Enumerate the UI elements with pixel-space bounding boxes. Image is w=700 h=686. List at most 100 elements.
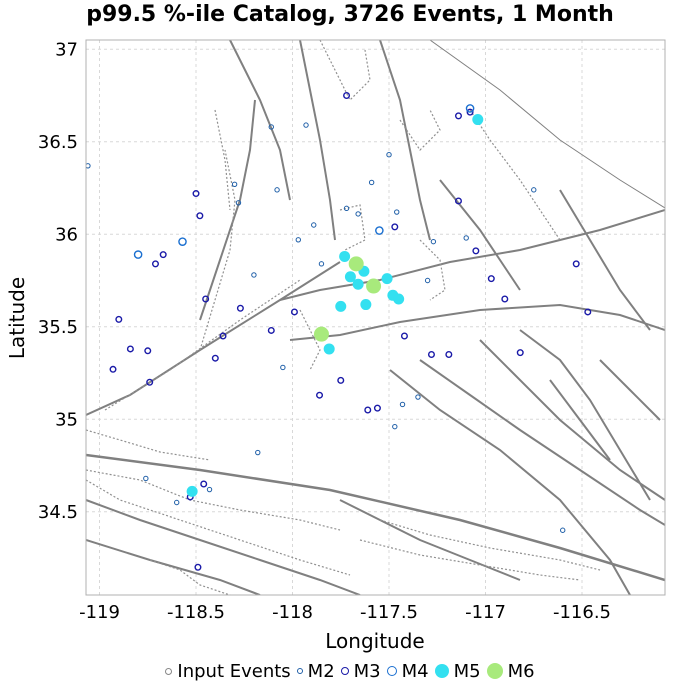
event-point-m5 [381,273,393,285]
event-point-m3 [445,351,453,359]
event-point-m3 [267,326,275,334]
event-point-m5 [393,293,405,305]
legend-item-m3: M3 [340,660,381,682]
event-point-m3 [516,349,524,357]
event-point-m6 [313,326,329,342]
event-point-m4 [375,226,384,235]
event-point-m3 [454,112,462,120]
event-point-m2 [268,124,274,130]
event-point-m2 [274,187,280,193]
event-point-m2 [174,499,180,506]
event-point-m3 [219,332,227,340]
x-tick-label: -118 [272,602,313,623]
legend-item-m4: M4 [386,660,429,682]
legend-item-m5: M5 [434,661,481,682]
event-point-m5 [344,271,356,283]
input-events-marker [165,667,173,675]
event-point-m2 [399,401,406,408]
event-point-m3 [454,197,462,205]
event-point-m3 [364,406,372,414]
legend-item-input-events: Input Events [165,660,291,682]
x-tick-label: -117 [465,602,506,623]
event-point-m3 [159,251,167,259]
legend-item-m6: M6 [486,661,535,682]
event-point-m5 [335,300,347,312]
event-point-m5 [360,299,372,311]
y-tick-label: 35.5 [38,317,78,338]
event-point-m2 [430,238,437,245]
event-point-m5 [352,278,364,290]
event-point-m2 [206,486,213,493]
event-point-m3 [572,260,580,268]
event-point-m2 [255,449,261,456]
x-tick-label: -117.5 [360,602,418,623]
x-axis-label: Longitude [325,629,424,653]
event-point-m3 [194,563,202,571]
event-point-m5 [472,114,484,126]
event-point-m2 [560,527,566,533]
event-point-m3 [236,304,244,312]
event-point-m3 [400,332,408,340]
x-tick-label: -116.5 [553,602,611,623]
event-point-m5 [323,343,335,355]
y-tick-labels: 34.5 35 35.5 36 36.5 37 [38,39,78,523]
event-point-m3 [337,376,345,384]
event-point-m2 [343,205,350,212]
event-point-m4 [178,237,187,246]
event-point-m2 [86,163,91,169]
x-tick-label: -118.5 [167,602,225,623]
event-point-m2 [463,235,469,241]
event-point-m2 [235,200,242,206]
m3-marker [340,667,349,675]
event-point-m3 [373,404,381,412]
event-point-m2 [295,237,301,243]
event-point-m3 [196,212,204,220]
y-tick-label: 35 [55,409,78,430]
event-point-m2 [303,122,309,128]
event-point-m2 [392,423,398,430]
event-point-m4 [465,104,475,113]
event-point-m2 [531,187,537,193]
event-point-m2 [368,179,375,186]
event-point-m3 [109,365,117,373]
m2-marker [296,668,303,674]
event-point-m3 [126,345,134,353]
y-tick-label: 36.5 [38,132,78,153]
legend-label-m3: M3 [353,660,381,682]
m6-marker [486,663,503,679]
plot-area [86,40,665,595]
event-point-m2 [386,152,392,158]
event-point-m2 [251,272,257,278]
event-point-m3 [151,260,159,268]
event-point-m5 [339,250,351,262]
event-point-m3 [466,108,474,116]
event-point-m3 [202,295,210,303]
event-point-m2 [415,394,421,400]
fault-lines [86,40,665,595]
y-tick-label: 37 [55,39,78,60]
event-point-m3 [192,190,200,198]
event-point-m2 [311,222,317,228]
event-point-m3 [391,223,399,231]
event-point-m2 [355,211,361,217]
event-point-m2 [394,209,400,215]
event-point-m3 [200,480,208,488]
event-point-m3 [487,275,495,283]
event-point-m4 [133,250,143,259]
legend-label-input-events: Input Events [177,660,291,682]
y-tick-label: 36 [55,224,78,245]
event-point-m3 [343,91,351,99]
event-point-m3 [501,295,509,303]
chart-title: p99.5 %-ile Catalog, 3726 Events, 1 Mont… [86,2,614,27]
legend-label-m4: M4 [401,660,429,682]
x-tick-label: -119 [79,602,120,623]
m5-marker [434,664,449,678]
legend-item-m2: M2 [296,661,335,682]
event-point-m3 [146,378,154,386]
event-point-m3 [316,391,324,399]
event-point-m2 [280,364,286,371]
event-point-m3 [115,315,123,323]
event-point-m3 [144,347,152,355]
event-point-m2 [231,181,238,188]
